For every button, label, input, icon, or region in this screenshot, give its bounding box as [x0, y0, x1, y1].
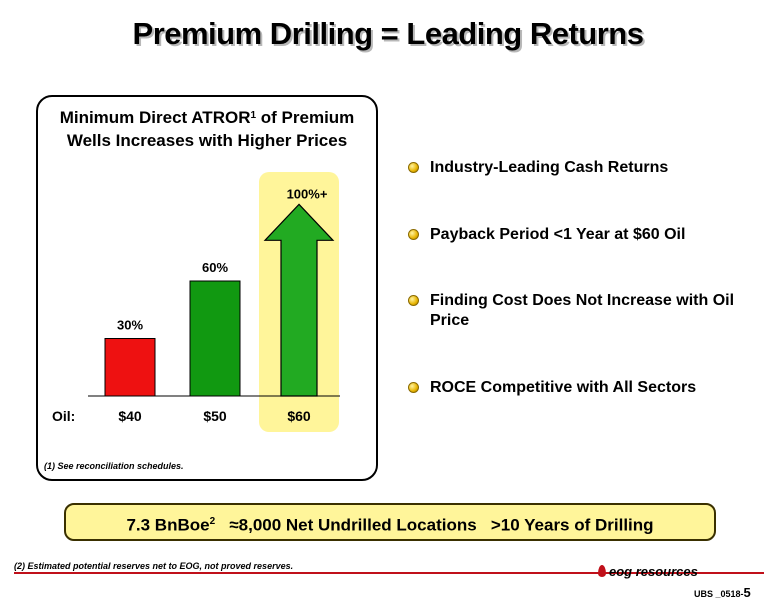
chart-title-footnote-mark: 1 — [250, 110, 257, 121]
banner-footnote-mark: 2 — [209, 516, 216, 527]
page-title: Premium Drilling = Leading Returns — [132, 16, 644, 51]
data-label: 30% — [117, 318, 143, 333]
bar-$50 — [189, 280, 241, 397]
x-tick-label: $50 — [203, 408, 227, 424]
chart-title-rest: of Premium Wells Increases with Higher P… — [66, 108, 355, 150]
bullet-icon — [408, 229, 419, 240]
chart-title-main: Minimum Direct ATROR — [59, 108, 251, 127]
company-logo: eog resources — [598, 564, 698, 579]
flame-icon — [598, 565, 606, 577]
banner-locations: ≈8,000 Net Undrilled Locations — [229, 515, 477, 535]
data-label: 60% — [202, 260, 228, 275]
bullet-text: Finding Cost Does Not Increase with Oil … — [430, 292, 735, 329]
bullet-icon — [408, 162, 419, 173]
bullet-text: Industry-Leading Cash Returns — [430, 159, 669, 176]
data-label: 100%+ — [287, 186, 328, 201]
bullet-icon — [408, 295, 419, 306]
bar-$40 — [104, 338, 156, 397]
summary-banner: 7.3 BnBoe2 ≈8,000 Net Undrilled Location… — [64, 503, 716, 541]
footer-rule — [14, 572, 764, 574]
x-axis-prefix: Oil: — [52, 408, 75, 424]
logo-text: eog resources — [609, 564, 698, 579]
banner-reserves: 7.3 BnBoe — [126, 515, 210, 535]
bullet-text: ROCE Competitive with All Sectors — [430, 379, 697, 396]
reserves-footnote: (2) Estimated potential reserves net to … — [14, 561, 294, 571]
page-id-prefix: UBS _0518- — [694, 589, 744, 599]
page-number: 5 — [743, 585, 751, 600]
chart-footnote: (1) See reconciliation schedules. — [44, 461, 184, 471]
bullet-text: Payback Period <1 Year at $60 Oil — [430, 226, 686, 243]
arrow-bar-$60 — [263, 203, 335, 397]
chart-title: Minimum Direct ATROR1 of Premium Wells I… — [36, 106, 378, 152]
page-id: UBS _0518-5 — [694, 585, 751, 600]
banner-years: >10 Years of Drilling — [490, 515, 654, 535]
x-tick-label: $40 — [118, 408, 142, 424]
x-tick-label: $60 — [287, 408, 311, 424]
bullet-icon — [408, 382, 419, 393]
